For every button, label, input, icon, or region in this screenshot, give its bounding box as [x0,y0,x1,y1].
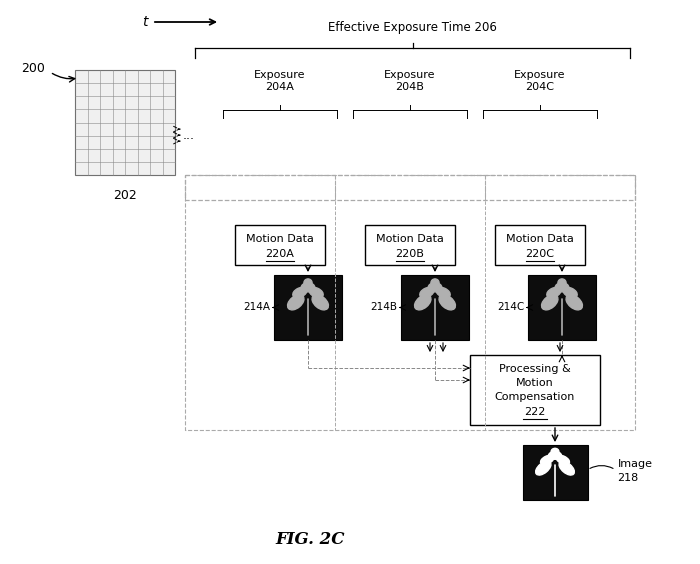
Ellipse shape [304,279,312,287]
Text: 222: 222 [524,407,546,417]
Text: FIG. 2C: FIG. 2C [275,531,344,549]
Bar [185,175,635,200]
Text: 220A: 220A [265,249,295,259]
Ellipse shape [551,448,559,455]
Ellipse shape [556,455,570,465]
Ellipse shape [563,287,578,298]
Bar [365,225,455,265]
Ellipse shape [555,283,569,292]
Ellipse shape [439,295,456,310]
Text: 202: 202 [113,189,137,202]
Ellipse shape [559,461,575,475]
Ellipse shape [536,461,551,475]
Text: Motion Data: Motion Data [246,234,314,244]
Ellipse shape [547,287,561,298]
Bar [528,275,596,340]
Text: Image: Image [617,459,652,469]
Text: 220C: 220C [526,249,554,259]
Text: Effective Exposure Time 206: Effective Exposure Time 206 [328,21,497,34]
Text: 218: 218 [617,473,638,483]
Text: Compensation: Compensation [495,392,575,402]
Bar [470,355,600,425]
Ellipse shape [436,287,450,298]
Bar [401,275,469,340]
Bar [185,175,635,430]
Bar [235,225,325,265]
Text: Processing &: Processing & [499,364,571,374]
Ellipse shape [312,295,328,310]
Text: 200: 200 [21,61,45,74]
Ellipse shape [309,287,323,298]
Ellipse shape [288,295,304,310]
Bar [522,445,587,500]
Ellipse shape [414,295,431,310]
Text: 214C: 214C [497,302,524,312]
Ellipse shape [542,295,558,310]
Ellipse shape [301,283,315,292]
Ellipse shape [431,279,439,287]
Text: 214A: 214A [243,302,270,312]
Bar [495,225,585,265]
Text: Exposure
204C: Exposure 204C [514,70,566,92]
Text: 220B: 220B [395,249,424,259]
Ellipse shape [420,287,434,298]
Text: t: t [143,15,148,29]
Text: 214B: 214B [370,302,397,312]
Text: ...: ... [183,129,195,142]
Bar [75,70,175,175]
Ellipse shape [549,452,561,459]
Text: Exposure
204B: Exposure 204B [384,70,435,92]
Text: Motion Data: Motion Data [376,234,444,244]
Ellipse shape [540,455,554,465]
Text: Exposure
204A: Exposure 204A [254,70,306,92]
Ellipse shape [428,283,442,292]
Ellipse shape [566,295,582,310]
Text: Motion Data: Motion Data [506,234,574,244]
Text: Motion: Motion [516,378,554,388]
Bar [274,275,342,340]
Ellipse shape [558,279,566,287]
Ellipse shape [293,287,307,298]
